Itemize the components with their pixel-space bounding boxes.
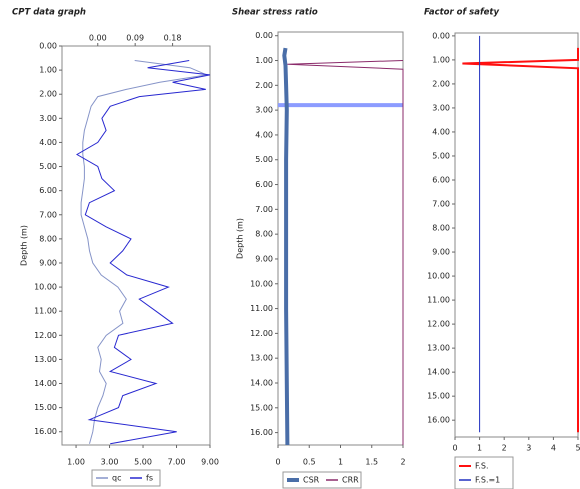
- y-tick-label: 10.00: [427, 272, 450, 281]
- y-tick-label: 1.00: [39, 66, 57, 75]
- y-tick-label: 12.00: [427, 320, 450, 329]
- y-tick-label: 4.00: [432, 127, 450, 136]
- y-tick-label: 16.00: [34, 427, 57, 436]
- y-tick-label: 2.00: [432, 79, 450, 88]
- y-tick-label: 6.00: [255, 180, 273, 189]
- y-tick-label: 15.00: [34, 403, 57, 412]
- y-tick-label: 8.00: [255, 230, 273, 239]
- x-tick-label: 0: [452, 444, 457, 453]
- legend-label: CSR: [303, 476, 320, 485]
- y-tick-label: 13.00: [427, 344, 450, 353]
- y-tick-label: 9.00: [432, 248, 450, 257]
- y-tick-label: 7.00: [432, 200, 450, 209]
- y-tick-label: 10.00: [250, 279, 273, 288]
- chart-title: Factor of safety: [424, 8, 499, 18]
- x-tick-label: 3.00: [101, 458, 119, 467]
- y-tick-label: 2.00: [255, 81, 273, 90]
- plot-area: [61, 45, 211, 446]
- y-tick-label: 7.00: [39, 210, 57, 219]
- x-tick-label: 2: [400, 458, 405, 467]
- y-tick-label: 16.00: [427, 416, 450, 425]
- y-tick-label: 15.00: [427, 392, 450, 401]
- y-tick-label: 13.00: [250, 354, 273, 363]
- x-tick-label: 1: [338, 458, 343, 467]
- x-tick-label: 1: [477, 444, 482, 453]
- legend-label: CRR: [342, 476, 359, 485]
- y-tick-label: 14.00: [34, 379, 57, 388]
- legend-label: qc: [112, 474, 121, 483]
- x2-tick-label: 0.18: [164, 34, 182, 43]
- legend-label: fs: [146, 474, 153, 483]
- x-tick-label: 0: [275, 458, 280, 467]
- y-tick-label: 5.00: [255, 155, 273, 164]
- x-tick-label: 0.5: [303, 458, 316, 467]
- y-tick-label: 13.00: [34, 355, 57, 364]
- x-tick-label: 4: [551, 444, 556, 453]
- x-tick-label: 7.00: [168, 458, 186, 467]
- y-tick-label: 3.00: [39, 114, 57, 123]
- y-tick-label: 4.00: [255, 130, 273, 139]
- y-tick-label: 9.00: [255, 254, 273, 263]
- y-tick-label: 4.00: [39, 138, 57, 147]
- x2-tick-label: 0.09: [126, 34, 144, 43]
- legend-box: [91, 469, 161, 487]
- x-tick-label: 5: [575, 444, 580, 453]
- y-tick-label: 15.00: [250, 403, 273, 412]
- x-tick-label: 2: [502, 444, 507, 453]
- plot-area: [454, 32, 579, 438]
- series-line: [287, 60, 404, 445]
- y-tick-label: 3.00: [432, 103, 450, 112]
- x-tick-label: 3: [526, 444, 531, 453]
- y-tick-label: 8.00: [39, 234, 57, 243]
- y-tick-label: 11.00: [250, 304, 273, 313]
- y-tick-label: 14.00: [250, 378, 273, 387]
- series-line: [462, 47, 579, 433]
- y-tick-label: 9.00: [39, 258, 57, 267]
- y-tick-label: 12.00: [34, 331, 57, 340]
- y-tick-label: 1.00: [255, 56, 273, 65]
- y-axis-label: Depth (m): [236, 218, 245, 259]
- x-tick-label: 1.00: [67, 458, 85, 467]
- legend-box: [454, 456, 514, 489]
- series-line: [282, 47, 290, 446]
- y-tick-label: 6.00: [39, 186, 57, 195]
- series-line: [80, 60, 209, 444]
- y-tick-label: 6.00: [432, 175, 450, 184]
- y-tick-label: 2.00: [39, 90, 57, 99]
- x2-tick-label: 0.00: [89, 34, 107, 43]
- y-tick-label: 5.00: [432, 151, 450, 160]
- chart-title: Shear stress ratio: [232, 8, 318, 18]
- y-tick-label: 8.00: [432, 224, 450, 233]
- plot-area: [277, 31, 404, 446]
- x-tick-label: 5.00: [134, 458, 152, 467]
- y-tick-label: 3.00: [255, 106, 273, 115]
- x-tick-label: 9.00: [201, 458, 219, 467]
- y-tick-label: 5.00: [39, 162, 57, 171]
- series-line: [76, 60, 211, 445]
- y-tick-label: 12.00: [250, 329, 273, 338]
- y-tick-label: 10.00: [34, 283, 57, 292]
- y-tick-label: 0.00: [39, 42, 57, 51]
- y-axis-label: Depth (m): [20, 225, 29, 266]
- x-tick-label: 1.5: [365, 458, 378, 467]
- y-tick-label: 1.00: [432, 55, 450, 64]
- y-tick-label: 11.00: [427, 296, 450, 305]
- y-tick-label: 11.00: [34, 307, 57, 316]
- y-tick-label: 0.00: [432, 31, 450, 40]
- y-tick-label: 7.00: [255, 205, 273, 214]
- legend-box: [282, 471, 362, 489]
- y-tick-label: 0.00: [255, 31, 273, 40]
- y-tick-label: 14.00: [427, 368, 450, 377]
- chart-title: CPT data graph: [12, 8, 86, 18]
- y-tick-label: 16.00: [250, 428, 273, 437]
- legend-label: F.S.=1: [475, 476, 500, 485]
- legend-label: F.S.: [475, 462, 488, 471]
